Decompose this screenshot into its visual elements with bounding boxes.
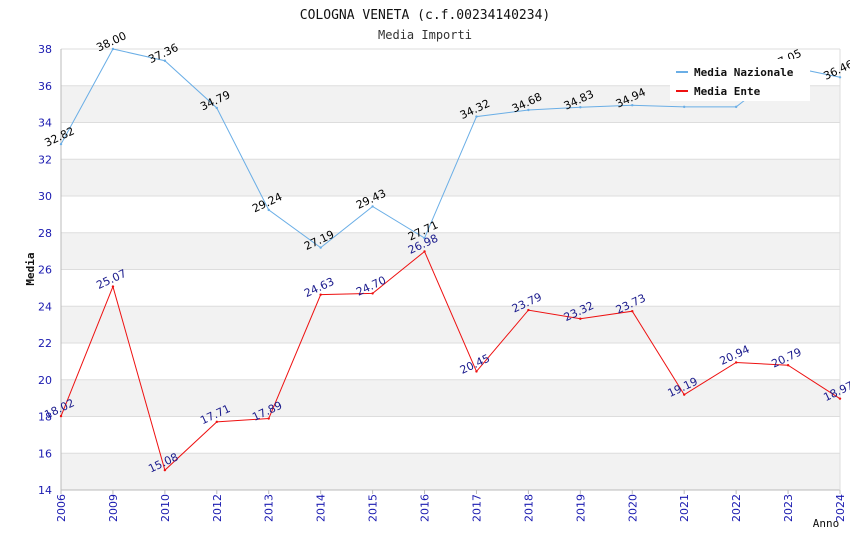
data-label: 24.70 xyxy=(354,274,388,299)
x-tick-label: 2020 xyxy=(626,494,639,522)
data-point xyxy=(215,420,218,424)
x-tick-label: 2014 xyxy=(315,494,328,522)
x-tick-label: 2006 xyxy=(55,494,68,522)
x-tick-label: 2015 xyxy=(367,494,380,522)
y-axis-label: Media xyxy=(24,252,37,285)
data-point xyxy=(111,285,115,288)
data-point xyxy=(579,106,582,109)
grid-band xyxy=(61,232,840,270)
data-point xyxy=(111,47,115,51)
legend-box xyxy=(670,59,810,101)
x-tick-label: 2010 xyxy=(159,494,172,522)
data-label: 24.63 xyxy=(302,275,336,300)
data-point xyxy=(59,142,63,146)
data-label: 20.79 xyxy=(770,346,804,371)
y-tick-label: 16 xyxy=(38,447,52,460)
data-label: 36.46 xyxy=(821,58,850,83)
data-label: 20.94 xyxy=(718,343,752,368)
data-label: 20.45 xyxy=(458,352,492,377)
data-point xyxy=(838,76,842,79)
data-point xyxy=(163,468,167,472)
y-tick-label: 24 xyxy=(38,300,52,313)
data-point xyxy=(475,115,478,118)
data-point xyxy=(579,317,582,320)
data-point xyxy=(527,308,530,312)
data-point xyxy=(734,361,738,364)
data-label: 25.07 xyxy=(94,267,128,292)
data-point xyxy=(371,292,374,295)
x-axis-ticks: 2006 2009 2010 2012 2013 2014 2015 2016 2017 2018… xyxy=(55,490,847,522)
legend: Media Nazionale Media Ente xyxy=(670,59,810,101)
y-tick-label: 32 xyxy=(38,153,52,166)
legend-label: Media Ente xyxy=(694,85,761,98)
legend-label: Media Nazionale xyxy=(694,66,794,79)
y-tick-label: 22 xyxy=(38,337,52,350)
x-tick-label: 2009 xyxy=(107,494,120,522)
grid-bands xyxy=(61,85,840,490)
data-point xyxy=(683,393,686,396)
data-point xyxy=(475,370,478,373)
x-tick-label: 2021 xyxy=(678,494,691,522)
data-point xyxy=(371,205,374,208)
data-point xyxy=(423,236,426,240)
data-point xyxy=(683,105,686,109)
data-point xyxy=(319,246,322,249)
y-tick-label: 20 xyxy=(38,374,52,387)
data-point xyxy=(319,293,322,296)
data-label: 38.00 xyxy=(94,29,128,54)
data-point xyxy=(163,59,167,62)
series-line xyxy=(60,48,841,249)
data-point xyxy=(838,397,842,400)
data-point xyxy=(631,104,634,107)
data-point xyxy=(59,414,63,418)
x-tick-label: 2016 xyxy=(419,494,432,522)
data-point xyxy=(267,417,270,420)
y-tick-label: 34 xyxy=(38,117,52,130)
x-axis-label: Anno xyxy=(813,517,840,530)
y-tick-label: 26 xyxy=(38,264,52,277)
x-tick-label: 2019 xyxy=(574,494,587,522)
x-tick-label: 2017 xyxy=(470,494,483,522)
data-point xyxy=(215,106,218,110)
data-point xyxy=(527,108,530,112)
y-axis-ticks: 14 16 18 20 22 24 26 28 30 32 34 36 38 xyxy=(38,43,52,497)
data-point xyxy=(267,208,270,212)
data-point xyxy=(423,250,426,253)
y-tick-label: 28 xyxy=(38,227,52,240)
y-tick-label: 38 xyxy=(38,43,52,56)
x-tick-label: 2013 xyxy=(263,494,276,522)
grid-band xyxy=(61,453,840,490)
series-line xyxy=(60,250,841,472)
grid-band xyxy=(61,379,840,417)
data-label: 37.36 xyxy=(146,41,180,66)
y-tick-label: 36 xyxy=(38,80,52,93)
data-point xyxy=(734,105,738,109)
y-tick-label: 30 xyxy=(38,190,52,203)
data-label: 18.02 xyxy=(42,396,76,421)
x-tick-label: 2022 xyxy=(730,494,743,522)
x-tick-label: 2023 xyxy=(782,494,795,522)
y-tick-label: 14 xyxy=(38,484,52,497)
x-tick-label: 2024 xyxy=(834,494,847,522)
data-point xyxy=(631,310,634,313)
x-tick-label: 2012 xyxy=(211,494,224,522)
x-tick-label: 2018 xyxy=(522,494,535,522)
y-tick-label: 18 xyxy=(38,411,52,424)
chart-title: COLOGNA VENETA (c.f.00234140234) xyxy=(300,8,550,23)
chart-subtitle: Media Importi xyxy=(378,28,472,42)
data-point xyxy=(786,364,790,367)
